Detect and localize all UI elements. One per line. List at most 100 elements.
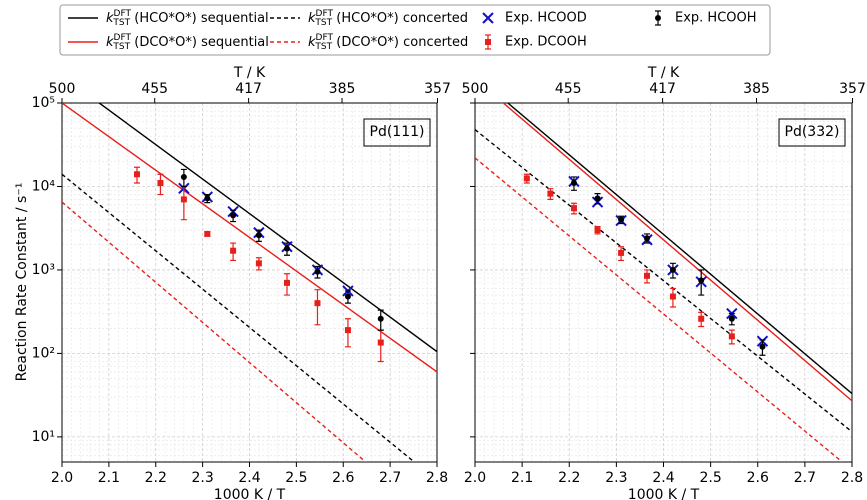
legend-label: kDFT TST (HCO*O*) sequential [106, 9, 269, 28]
x2-tick-label: 455 [555, 81, 582, 97]
data-point [728, 315, 735, 322]
legend-label: Exp. DCOOH [505, 35, 587, 50]
y-tick-label: 10³ [32, 262, 55, 278]
y-axis-label: Reaction Rate Constant / s⁻¹ [14, 183, 30, 382]
x2-axis-label: T / K [647, 65, 680, 81]
x2-tick-label: 385 [329, 81, 356, 97]
data-point [344, 327, 351, 334]
x-tick-label: 2.8 [426, 470, 448, 486]
series [475, 103, 852, 462]
legend-swatch [655, 10, 661, 26]
x-tick-label: 2.6 [332, 470, 354, 486]
data-point [618, 216, 625, 223]
panel-label-box [778, 118, 846, 147]
line [62, 103, 437, 373]
line [502, 103, 852, 402]
x-tick-label: 2.7 [794, 470, 816, 486]
line [98, 103, 437, 353]
legend-label: kDFT TST (HCO*O*) concerted [308, 9, 468, 28]
x2-tick-label: 417 [649, 81, 676, 97]
x-tick-label: 2.1 [511, 470, 533, 486]
legend-swatch [485, 34, 491, 50]
data-point [570, 205, 577, 212]
data-point [570, 180, 577, 187]
x-tick-label: 2.8 [841, 470, 863, 486]
grid [475, 103, 852, 462]
line [475, 129, 852, 433]
panel-label: Pd(332) [785, 124, 840, 140]
x2-tick-label: 385 [743, 81, 770, 97]
grid [62, 103, 437, 462]
legend-marker [655, 15, 661, 21]
x-tick-label: 2.0 [464, 470, 486, 486]
x2-tick-label: 500 [49, 81, 76, 97]
data-point [547, 190, 554, 197]
data-point [594, 227, 601, 234]
x-tick-label: 2.3 [605, 470, 627, 486]
data-point [698, 277, 705, 284]
data-point [344, 293, 351, 300]
legend-label: kDFT TST (DCO*O*) concerted [308, 33, 468, 52]
plot-frame [61, 102, 438, 463]
data-point [255, 260, 262, 267]
data-point [134, 171, 140, 178]
data-point [204, 230, 211, 237]
data-point [377, 315, 384, 322]
line [62, 201, 367, 462]
legend-label: Exp. HCOOH [675, 11, 757, 26]
x-tick-label: 2.5 [285, 470, 307, 486]
x2-tick-label: 500 [462, 81, 489, 97]
data-point [523, 175, 530, 182]
x-axis-label: 1000 K / T [214, 487, 286, 500]
y-tick-label: 10⁵ [32, 95, 55, 111]
y-tick-label: 10¹ [32, 429, 55, 445]
data-point [644, 272, 651, 279]
data-point [230, 247, 237, 254]
data-point [314, 268, 321, 275]
error-bar [314, 289, 321, 326]
data-point [314, 300, 321, 307]
line [506, 103, 852, 395]
legend-box [59, 4, 771, 56]
data-point [255, 232, 262, 239]
data-point [180, 196, 187, 203]
data-point [669, 293, 676, 300]
x-tick-label: 2.1 [98, 470, 120, 486]
line [62, 173, 416, 462]
data-point [594, 195, 601, 202]
data-point [618, 249, 625, 256]
x-tick-label: 2.0 [51, 470, 73, 486]
data-point [728, 333, 735, 340]
panel-label: Pd(111) [370, 124, 425, 140]
x-tick-label: 2.7 [379, 470, 401, 486]
legend-swatch [482, 12, 494, 24]
data-point [284, 279, 290, 286]
y-tick-label: 10⁴ [32, 178, 56, 194]
line [475, 157, 844, 462]
x-tick-label: 2.5 [699, 470, 721, 486]
data-point [669, 266, 676, 273]
legend-marker [482, 12, 494, 24]
data-point [644, 235, 651, 242]
x2-tick-label: 417 [235, 81, 262, 97]
series [62, 103, 437, 462]
y-tick-label: 10² [32, 345, 55, 361]
x2-tick-label: 357 [424, 81, 451, 97]
data-point [284, 245, 290, 252]
x-tick-label: 2.4 [238, 470, 260, 486]
x-axis-label: 1000 K / T [628, 487, 700, 500]
data-point [180, 173, 187, 180]
x2-tick-label: 357 [839, 81, 866, 97]
x-tick-label: 2.2 [145, 470, 167, 486]
x-tick-label: 2.6 [747, 470, 769, 486]
x2-tick-label: 455 [141, 81, 168, 97]
data-point [204, 195, 211, 202]
data-point [230, 212, 237, 219]
plot-frame [474, 102, 853, 463]
data-point [759, 343, 766, 350]
x-tick-label: 2.3 [191, 470, 213, 486]
legend-marker [485, 39, 491, 45]
x2-axis-label: T / K [233, 65, 266, 81]
legend-label: kDFT TST (DCO*O*) sequential [106, 33, 269, 52]
